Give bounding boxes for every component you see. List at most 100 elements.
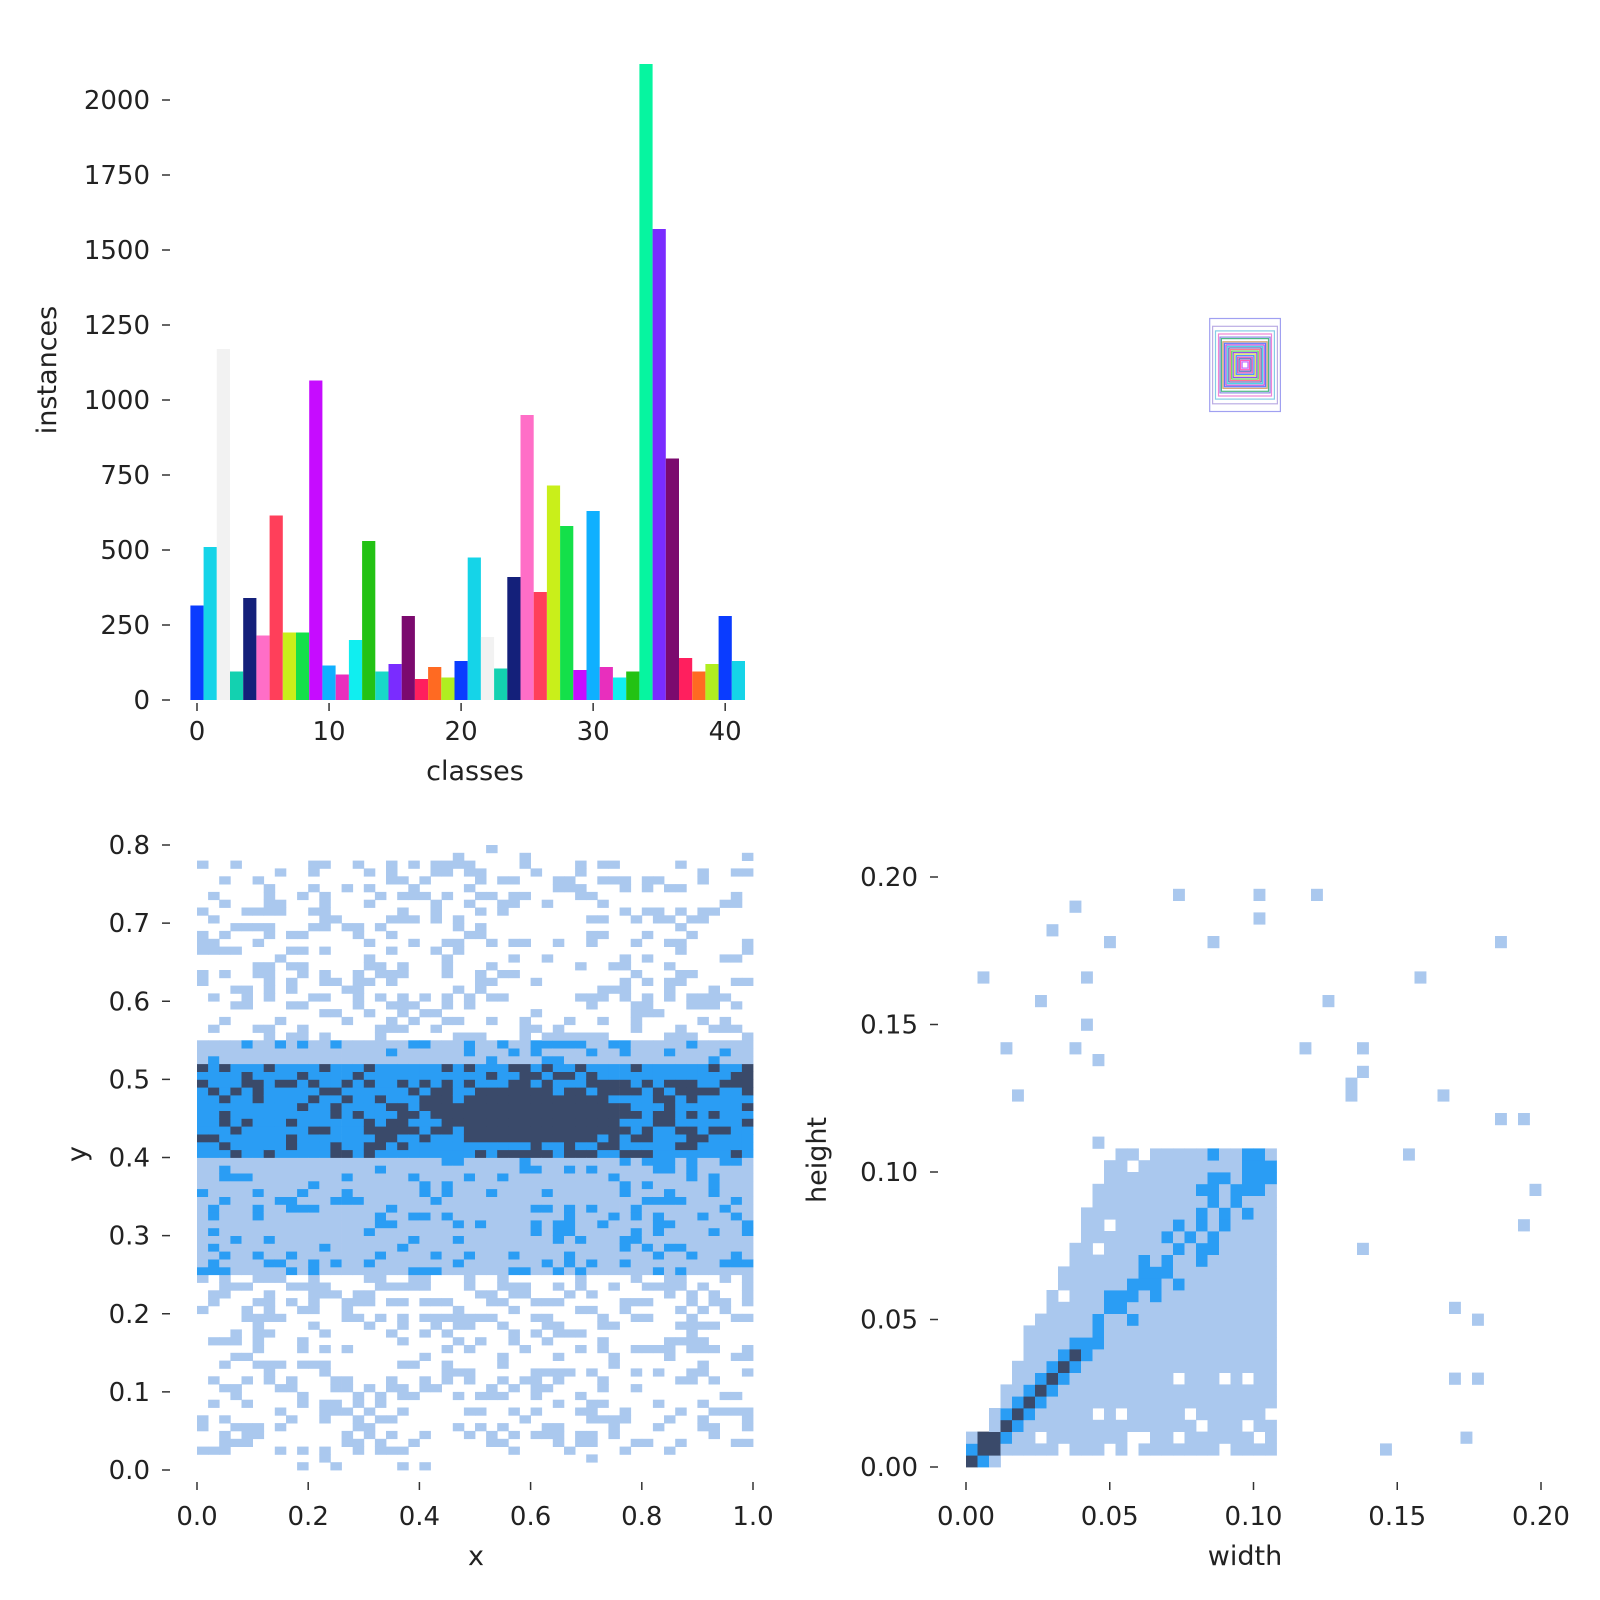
- xy-cell: [297, 970, 309, 979]
- wh-cell: [1058, 1349, 1070, 1362]
- xy-cell: [652, 1259, 665, 1268]
- wh-cell: [1207, 1396, 1220, 1409]
- xy-cell: [664, 993, 676, 1002]
- xy-cell: [341, 1227, 354, 1236]
- xy-cell: [241, 1102, 253, 1111]
- xy-cell: [730, 1001, 743, 1010]
- wh-cell: [1115, 1301, 1128, 1314]
- xy-cell: [386, 1259, 398, 1268]
- xy-cell: [564, 1079, 576, 1088]
- xy-cell: [475, 1220, 487, 1229]
- xy-cell: [374, 1095, 387, 1104]
- xy-cell: [208, 1337, 220, 1346]
- xy-cell: [363, 1321, 376, 1330]
- xy-cell: [208, 1243, 220, 1252]
- xy-cell: [652, 876, 665, 885]
- xy-cell: [652, 1243, 665, 1252]
- wh-cell: [1115, 1360, 1128, 1373]
- wh-cell: [1104, 1172, 1116, 1185]
- wh-cell: [1253, 1349, 1266, 1362]
- xy-cell: [608, 1196, 620, 1205]
- xy-cell: [575, 868, 587, 877]
- xy-cell: [319, 1220, 331, 1229]
- xy-cell: [230, 1337, 242, 1346]
- xy-cell: [319, 1055, 331, 1065]
- xy-cell: [219, 1055, 231, 1065]
- xy-cell: [575, 1165, 587, 1174]
- xy-cell: [552, 1235, 565, 1244]
- xy-cell: [575, 1212, 587, 1221]
- xy-cell: [541, 1251, 554, 1260]
- wh-cell: [1115, 1172, 1128, 1185]
- wh-cell: [1138, 1242, 1151, 1255]
- xy-cell: [319, 1079, 331, 1088]
- xy-cell: [530, 1251, 543, 1260]
- class-bar-3: [230, 671, 244, 700]
- xy-cell: [219, 1290, 231, 1299]
- xy-cell: [697, 1118, 709, 1127]
- xy-cell: [297, 1055, 309, 1065]
- xy-cell: [330, 1009, 342, 1018]
- wh-cell: [1138, 1325, 1151, 1338]
- wh-cell: [1173, 1313, 1185, 1326]
- wh-cell: [1150, 1313, 1162, 1326]
- xy-cell: [297, 1032, 309, 1041]
- xy-cell: [452, 1032, 465, 1041]
- xy-cell: [230, 860, 242, 869]
- xy-cell: [508, 1251, 520, 1260]
- xy-cell: [452, 1305, 465, 1315]
- xy-cell: [308, 907, 320, 916]
- xy-cell: [697, 1423, 709, 1432]
- xy-cell: [475, 1423, 487, 1432]
- class-bar-30: [586, 511, 600, 700]
- xy-cell: [363, 1212, 376, 1221]
- xy-cell: [419, 1157, 431, 1166]
- xy-cell: [697, 1040, 709, 1049]
- wh-cell: [1265, 1431, 1277, 1444]
- xy-cell: [352, 1220, 365, 1229]
- xy-cell: [197, 1149, 209, 1158]
- xy-cell: [208, 1079, 220, 1088]
- xy-cell: [597, 1102, 609, 1111]
- xy-cell: [564, 1165, 576, 1174]
- xy-cell: [664, 1243, 676, 1252]
- xy-cell: [597, 1048, 609, 1057]
- xy-cell: [675, 1243, 687, 1252]
- xy-cell: [497, 1235, 509, 1244]
- xy-cell: [686, 1259, 698, 1268]
- xy-cell: [730, 868, 743, 877]
- xy-cell: [241, 1266, 253, 1276]
- xy-cell: [208, 1055, 220, 1065]
- xy-cell: [374, 1071, 387, 1080]
- wh-cell: [1081, 1231, 1093, 1244]
- wh-cell: [1184, 1313, 1197, 1326]
- wh-cell: [1196, 1195, 1208, 1208]
- xy-cell: [441, 993, 454, 1002]
- xy-cell: [386, 1196, 398, 1205]
- xy-cell: [286, 1415, 298, 1424]
- y-tick-label: 0.2: [109, 1300, 150, 1330]
- xy-cell: [641, 1227, 654, 1236]
- xy-cell: [686, 1063, 698, 1072]
- xy-cell: [441, 1204, 454, 1213]
- wh-cell: [1196, 1301, 1208, 1314]
- xy-cell: [575, 1266, 587, 1276]
- y-tick-label: 0.15: [860, 1011, 918, 1041]
- xy-cell: [652, 1134, 665, 1143]
- xy-cell: [497, 1376, 509, 1385]
- class-bar-20: [454, 661, 468, 700]
- xy-cell: [386, 1055, 398, 1065]
- xy-cell: [530, 1048, 543, 1057]
- wh-cell: [1000, 1384, 1013, 1397]
- xy-cell: [586, 1305, 598, 1315]
- xy-cell: [430, 1180, 442, 1190]
- xy-cell: [719, 1134, 732, 1143]
- class-bar-34: [639, 64, 653, 700]
- class-bar-18: [428, 667, 442, 700]
- xy-cell: [319, 1399, 331, 1408]
- wh-cell: [1046, 1372, 1059, 1385]
- xy-cell: [586, 1055, 598, 1065]
- wh-cell: [1265, 1313, 1277, 1326]
- xy-cell: [564, 1446, 576, 1455]
- wh-cell: [1046, 1360, 1059, 1373]
